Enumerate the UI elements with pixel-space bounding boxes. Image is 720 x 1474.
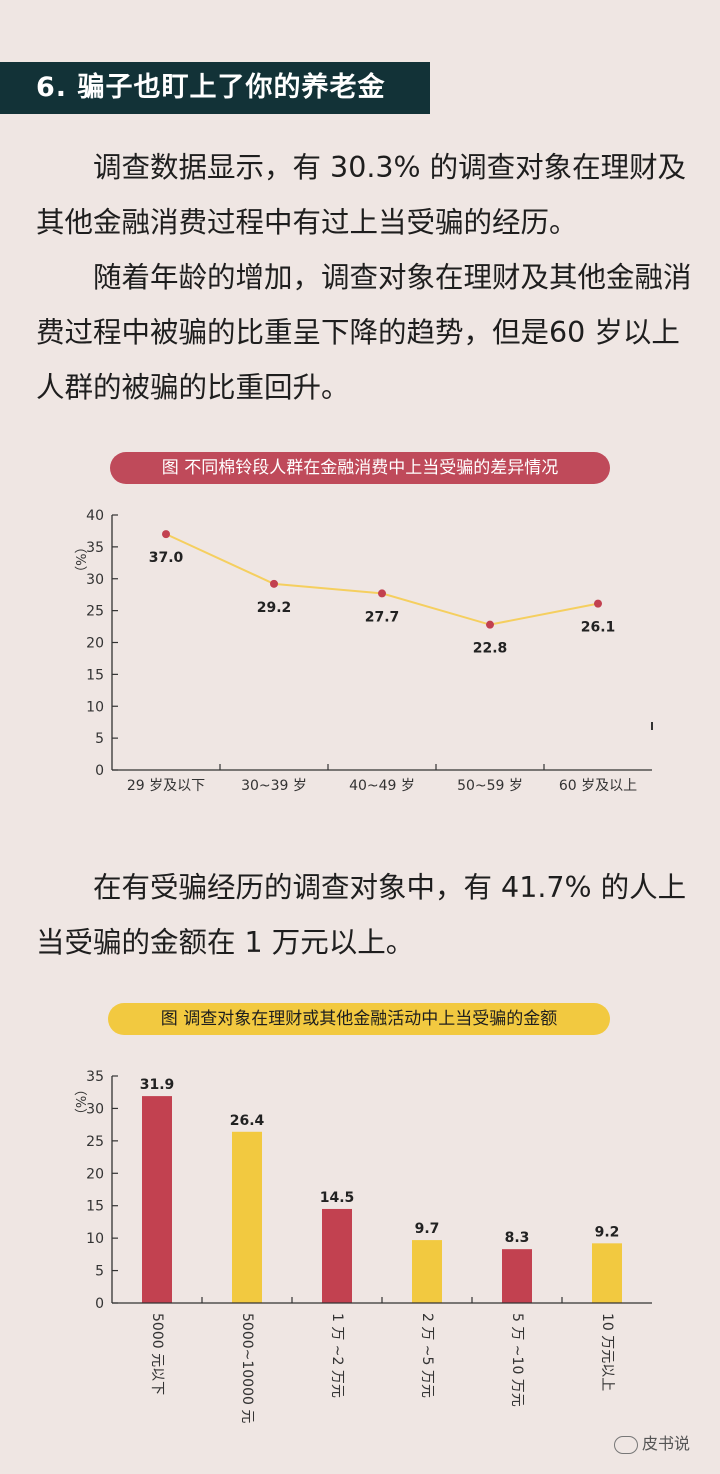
data-label: 8.3 — [505, 1230, 530, 1246]
y-tick-label: 10 — [86, 1231, 104, 1247]
wechat-icon — [614, 1435, 638, 1454]
x-tick-label: 60 岁及以上 — [559, 778, 637, 794]
y-tick-label: 20 — [86, 1166, 104, 1182]
watermark: 皮书说 — [614, 1430, 690, 1454]
bar — [412, 1240, 442, 1303]
x-tick-label: 40~49 岁 — [349, 778, 415, 794]
x-tick-label: 2 万 ~5 万元 — [419, 1313, 435, 1398]
paragraph-1: 调查数据显示，有 30.3% 的调查对象在理财及其他金融消费过程中有过上当受骗的… — [36, 151, 687, 239]
y-axis-label: （%） — [72, 540, 87, 578]
data-label: 29.2 — [257, 600, 292, 616]
data-point — [486, 620, 494, 629]
y-tick-label: 35 — [86, 540, 104, 556]
y-tick-label: 40 — [86, 508, 104, 524]
y-tick-label: 25 — [86, 1134, 104, 1150]
paragraph-3: 在有受骗经历的调查对象中，有 41.7% 的人上当受骗的金额在 1 万元以上。 — [36, 871, 687, 959]
y-tick-label: 15 — [86, 667, 104, 683]
x-tick-label: 5 万 ~10 万元 — [509, 1313, 525, 1407]
line-chart: 0 5 10 15 20 25 30 35 40 （%） 29 岁及以下 30~39 岁 40~49 岁… — [72, 508, 653, 794]
x-tick-label: 30~39 岁 — [241, 778, 307, 794]
y-axis-label: （%） — [72, 1083, 87, 1121]
y-tick-label: 30 — [86, 572, 104, 588]
x-tick-label: 5000 元以下 — [149, 1313, 165, 1395]
data-label: 9.7 — [415, 1221, 440, 1237]
y-tick-label: 15 — [86, 1199, 104, 1215]
x-tick-label: 5000~10000 元 — [239, 1313, 255, 1423]
bar — [322, 1208, 352, 1303]
data-label: 14.5 — [320, 1190, 355, 1206]
bar — [502, 1249, 532, 1303]
y-tick-label: 0 — [95, 763, 104, 779]
paragraph-2: 随着年龄的增加，调查对象在理财及其他金融消费过程中被骗的比重呈下降的趋势，但是6… — [36, 261, 692, 404]
section-title: 6. 骗子也盯上了你的养老金 — [0, 62, 430, 114]
data-point — [594, 599, 602, 608]
data-point — [270, 579, 278, 588]
y-tick-label: 5 — [95, 1264, 104, 1280]
data-point — [378, 589, 386, 598]
data-point — [162, 530, 170, 539]
y-tick-label: 20 — [86, 636, 104, 652]
data-label: 27.7 — [365, 609, 400, 625]
bar — [592, 1243, 622, 1303]
data-label: 9.2 — [595, 1224, 620, 1240]
x-tick-label: 50~59 岁 — [457, 778, 523, 794]
y-tick-label: 5 — [95, 731, 104, 747]
data-label: 26.4 — [230, 1113, 265, 1129]
watermark-text: 皮书说 — [642, 1434, 691, 1453]
y-tick-label: 10 — [86, 699, 104, 715]
y-tick-label: 0 — [95, 1296, 104, 1312]
line-chart-title: 图 不同棉铃段人群在金融消费中上当受骗的差异情况 — [110, 452, 610, 484]
y-tick-label: 25 — [86, 604, 104, 620]
y-tick-label: 35 — [86, 1069, 104, 1085]
data-label: 31.9 — [140, 1077, 175, 1093]
data-label: 22.8 — [473, 641, 508, 657]
data-label: 26.1 — [581, 620, 616, 636]
x-tick-label: 10 万元以上 — [599, 1313, 615, 1391]
bar — [142, 1096, 172, 1303]
data-label: 37.0 — [149, 550, 184, 566]
bar — [232, 1131, 262, 1303]
bar-chart-title: 图 调查对象在理财或其他金融活动中上当受骗的金额 — [108, 1003, 610, 1035]
bar-chart: 31.9 26.4 14.5 9.7 8.3 9.2 0 5 10 15 20 25 30 35（%） 50… — [72, 1069, 652, 1423]
y-tick-label: 30 — [86, 1101, 104, 1117]
x-tick-label: 1 万 ~2 万元 — [329, 1313, 345, 1398]
x-tick-label: 29 岁及以下 — [127, 778, 205, 794]
